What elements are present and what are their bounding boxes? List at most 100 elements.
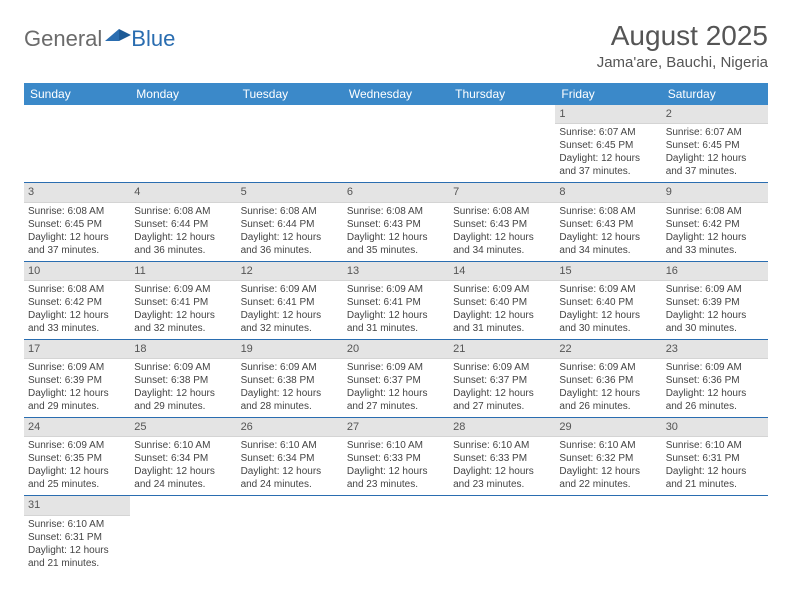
day-number: 27 xyxy=(343,418,449,437)
daylight: Daylight: 12 hours and 24 minutes. xyxy=(134,465,232,491)
daylight: Daylight: 12 hours and 30 minutes. xyxy=(666,309,764,335)
calendar-cell: 31Sunrise: 6:10 AMSunset: 6:31 PMDayligh… xyxy=(24,496,130,574)
sunset: Sunset: 6:40 PM xyxy=(559,296,657,309)
day-number: 12 xyxy=(237,262,343,281)
day-number: 2 xyxy=(662,105,768,124)
sunrise: Sunrise: 6:09 AM xyxy=(666,283,764,296)
day-number: 25 xyxy=(130,418,236,437)
daylight: Daylight: 12 hours and 26 minutes. xyxy=(666,387,764,413)
daylight: Daylight: 12 hours and 34 minutes. xyxy=(453,231,551,257)
sunset: Sunset: 6:41 PM xyxy=(134,296,232,309)
day-content: Sunrise: 6:09 AMSunset: 6:36 PMDaylight:… xyxy=(555,359,661,417)
calendar-cell: 12Sunrise: 6:09 AMSunset: 6:41 PMDayligh… xyxy=(237,261,343,339)
day-content: Sunrise: 6:08 AMSunset: 6:44 PMDaylight:… xyxy=(237,203,343,261)
sunrise: Sunrise: 6:09 AM xyxy=(134,283,232,296)
sunrise: Sunrise: 6:10 AM xyxy=(241,439,339,452)
day-number: 1 xyxy=(555,105,661,124)
sunrise: Sunrise: 6:08 AM xyxy=(28,205,126,218)
daylight: Daylight: 12 hours and 30 minutes. xyxy=(559,309,657,335)
daylight: Daylight: 12 hours and 27 minutes. xyxy=(347,387,445,413)
daylight: Daylight: 12 hours and 32 minutes. xyxy=(241,309,339,335)
calendar-cell xyxy=(449,105,555,183)
day-number: 20 xyxy=(343,340,449,359)
sunrise: Sunrise: 6:09 AM xyxy=(241,283,339,296)
calendar: SundayMondayTuesdayWednesdayThursdayFrid… xyxy=(24,83,768,574)
calendar-cell: 30Sunrise: 6:10 AMSunset: 6:31 PMDayligh… xyxy=(662,418,768,496)
sunset: Sunset: 6:42 PM xyxy=(666,218,764,231)
calendar-cell: 6Sunrise: 6:08 AMSunset: 6:43 PMDaylight… xyxy=(343,183,449,261)
sunset: Sunset: 6:33 PM xyxy=(347,452,445,465)
daylight: Daylight: 12 hours and 36 minutes. xyxy=(134,231,232,257)
sunset: Sunset: 6:37 PM xyxy=(347,374,445,387)
sunset: Sunset: 6:34 PM xyxy=(134,452,232,465)
day-content: Sunrise: 6:09 AMSunset: 6:39 PMDaylight:… xyxy=(662,281,768,339)
sunrise: Sunrise: 6:08 AM xyxy=(134,205,232,218)
calendar-cell xyxy=(449,496,555,574)
weekday-header: Friday xyxy=(555,83,661,105)
daylight: Daylight: 12 hours and 26 minutes. xyxy=(559,387,657,413)
sunrise: Sunrise: 6:08 AM xyxy=(241,205,339,218)
sunset: Sunset: 6:45 PM xyxy=(28,218,126,231)
daylight: Daylight: 12 hours and 31 minutes. xyxy=(453,309,551,335)
day-content: Sunrise: 6:09 AMSunset: 6:36 PMDaylight:… xyxy=(662,359,768,417)
day-content: Sunrise: 6:08 AMSunset: 6:43 PMDaylight:… xyxy=(555,203,661,261)
day-content: Sunrise: 6:07 AMSunset: 6:45 PMDaylight:… xyxy=(555,124,661,182)
logo-flag-icon xyxy=(105,27,131,45)
day-content: Sunrise: 6:10 AMSunset: 6:31 PMDaylight:… xyxy=(24,516,130,574)
calendar-cell: 28Sunrise: 6:10 AMSunset: 6:33 PMDayligh… xyxy=(449,418,555,496)
daylight: Daylight: 12 hours and 29 minutes. xyxy=(134,387,232,413)
location: Jama'are, Bauchi, Nigeria xyxy=(597,54,768,71)
daylight: Daylight: 12 hours and 22 minutes. xyxy=(559,465,657,491)
sunset: Sunset: 6:36 PM xyxy=(666,374,764,387)
calendar-cell: 26Sunrise: 6:10 AMSunset: 6:34 PMDayligh… xyxy=(237,418,343,496)
sunrise: Sunrise: 6:10 AM xyxy=(134,439,232,452)
month-title: August 2025 xyxy=(597,20,768,52)
calendar-cell xyxy=(343,105,449,183)
daylight: Daylight: 12 hours and 23 minutes. xyxy=(347,465,445,491)
calendar-cell xyxy=(130,105,236,183)
calendar-cell xyxy=(237,496,343,574)
day-content: Sunrise: 6:07 AMSunset: 6:45 PMDaylight:… xyxy=(662,124,768,182)
sunrise: Sunrise: 6:07 AM xyxy=(559,126,657,139)
sunrise: Sunrise: 6:10 AM xyxy=(453,439,551,452)
day-content: Sunrise: 6:08 AMSunset: 6:44 PMDaylight:… xyxy=(130,203,236,261)
day-number: 14 xyxy=(449,262,555,281)
daylight: Daylight: 12 hours and 37 minutes. xyxy=(28,231,126,257)
sunrise: Sunrise: 6:09 AM xyxy=(666,361,764,374)
day-content: Sunrise: 6:08 AMSunset: 6:42 PMDaylight:… xyxy=(24,281,130,339)
calendar-cell: 23Sunrise: 6:09 AMSunset: 6:36 PMDayligh… xyxy=(662,339,768,417)
calendar-row: 3Sunrise: 6:08 AMSunset: 6:45 PMDaylight… xyxy=(24,183,768,261)
sunset: Sunset: 6:39 PM xyxy=(666,296,764,309)
day-content: Sunrise: 6:09 AMSunset: 6:40 PMDaylight:… xyxy=(555,281,661,339)
daylight: Daylight: 12 hours and 31 minutes. xyxy=(347,309,445,335)
calendar-body: 1Sunrise: 6:07 AMSunset: 6:45 PMDaylight… xyxy=(24,105,768,574)
day-number: 22 xyxy=(555,340,661,359)
day-number: 6 xyxy=(343,183,449,202)
weekday-header: Wednesday xyxy=(343,83,449,105)
day-number: 16 xyxy=(662,262,768,281)
calendar-cell: 3Sunrise: 6:08 AMSunset: 6:45 PMDaylight… xyxy=(24,183,130,261)
sunrise: Sunrise: 6:09 AM xyxy=(241,361,339,374)
weekday-header: Monday xyxy=(130,83,236,105)
calendar-cell: 21Sunrise: 6:09 AMSunset: 6:37 PMDayligh… xyxy=(449,339,555,417)
calendar-cell: 29Sunrise: 6:10 AMSunset: 6:32 PMDayligh… xyxy=(555,418,661,496)
daylight: Daylight: 12 hours and 29 minutes. xyxy=(28,387,126,413)
sunrise: Sunrise: 6:08 AM xyxy=(28,283,126,296)
calendar-header: SundayMondayTuesdayWednesdayThursdayFrid… xyxy=(24,83,768,105)
daylight: Daylight: 12 hours and 21 minutes. xyxy=(666,465,764,491)
day-number: 4 xyxy=(130,183,236,202)
calendar-cell: 8Sunrise: 6:08 AMSunset: 6:43 PMDaylight… xyxy=(555,183,661,261)
sunrise: Sunrise: 6:08 AM xyxy=(559,205,657,218)
calendar-cell: 20Sunrise: 6:09 AMSunset: 6:37 PMDayligh… xyxy=(343,339,449,417)
calendar-cell xyxy=(24,105,130,183)
calendar-cell: 24Sunrise: 6:09 AMSunset: 6:35 PMDayligh… xyxy=(24,418,130,496)
calendar-cell: 7Sunrise: 6:08 AMSunset: 6:43 PMDaylight… xyxy=(449,183,555,261)
day-content: Sunrise: 6:10 AMSunset: 6:33 PMDaylight:… xyxy=(343,437,449,495)
sunset: Sunset: 6:31 PM xyxy=(666,452,764,465)
calendar-cell: 4Sunrise: 6:08 AMSunset: 6:44 PMDaylight… xyxy=(130,183,236,261)
sunrise: Sunrise: 6:08 AM xyxy=(347,205,445,218)
calendar-row: 10Sunrise: 6:08 AMSunset: 6:42 PMDayligh… xyxy=(24,261,768,339)
daylight: Daylight: 12 hours and 35 minutes. xyxy=(347,231,445,257)
calendar-cell: 2Sunrise: 6:07 AMSunset: 6:45 PMDaylight… xyxy=(662,105,768,183)
calendar-cell: 1Sunrise: 6:07 AMSunset: 6:45 PMDaylight… xyxy=(555,105,661,183)
